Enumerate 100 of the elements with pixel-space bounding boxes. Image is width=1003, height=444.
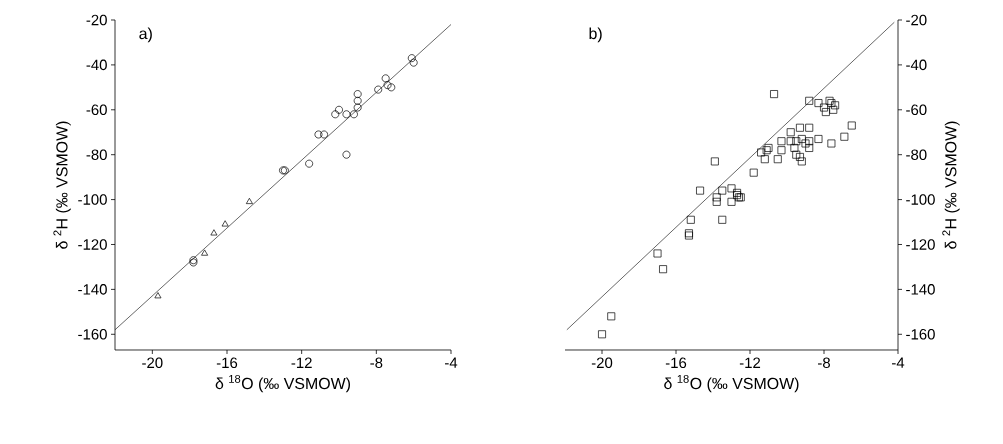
x-tick-label: -8 (818, 357, 830, 369)
x-tick-label: -4 (445, 357, 458, 368)
x-tick-label: -20 (591, 357, 613, 369)
point (814, 135, 823, 143)
point (757, 148, 766, 157)
y-tick-label: -160 (78, 328, 107, 340)
point (805, 123, 814, 132)
point (770, 90, 778, 99)
y2-tick-label: -40 (906, 59, 927, 71)
x-axis-title: δ $^{18}$O (‰ VSMOW) (664, 374, 799, 393)
point (805, 144, 814, 152)
point (314, 130, 323, 139)
chart-title: a) (139, 27, 152, 43)
y-tick-label: -120 (78, 239, 107, 250)
point (210, 229, 218, 236)
point (829, 105, 838, 114)
point (805, 96, 814, 105)
point (607, 312, 616, 321)
point (383, 81, 392, 90)
x-tick-label: -16 (665, 357, 687, 369)
y2-tick-label: -100 (906, 194, 935, 205)
point (342, 110, 351, 119)
point (353, 90, 362, 99)
point (814, 99, 823, 107)
point (792, 137, 801, 146)
point (407, 54, 416, 63)
point (696, 186, 704, 195)
y2-tick-label: -160 (906, 328, 935, 340)
y-tick-label: -140 (78, 284, 107, 295)
point (154, 292, 162, 299)
point (796, 123, 804, 132)
point (777, 137, 786, 146)
y-tick-label: -40 (86, 59, 107, 71)
y-tick-label: -20 (86, 14, 107, 26)
point (827, 99, 836, 107)
y-tick-label: -60 (86, 104, 107, 116)
point (331, 110, 340, 119)
point (353, 103, 362, 112)
point (805, 137, 814, 146)
point (820, 103, 828, 112)
point (712, 193, 721, 202)
point (201, 249, 209, 256)
point (718, 186, 727, 195)
point (797, 135, 806, 143)
y-tick-label: -100 (78, 194, 107, 205)
point (847, 121, 856, 130)
point (792, 150, 801, 159)
point (827, 139, 836, 148)
point (786, 128, 795, 137)
x-tick-label: -16 (216, 357, 238, 369)
y2-tick-label: -80 (906, 149, 927, 160)
point (727, 184, 736, 193)
point (350, 110, 358, 119)
y-axis-title: δ $^{2}$H (‰ VSMOW) (53, 121, 71, 249)
point (733, 188, 741, 197)
x-tick-label: -12 (291, 357, 312, 368)
x-tick-label: -8 (370, 357, 383, 369)
point (777, 146, 786, 155)
point (305, 159, 314, 168)
point (825, 96, 834, 105)
point (797, 157, 806, 166)
point (335, 105, 343, 114)
point (598, 330, 606, 339)
point (786, 137, 795, 146)
point (659, 265, 667, 274)
point (762, 146, 771, 155)
point (773, 155, 782, 164)
point (653, 249, 662, 258)
point (353, 96, 362, 105)
point (790, 144, 799, 152)
y2-tick-label: -60 (906, 104, 927, 116)
y2-axis-title: δ $^{2}$H (‰ VSMOW) (942, 121, 960, 249)
point (760, 155, 769, 164)
point (387, 83, 396, 92)
point (727, 197, 736, 206)
point (840, 132, 849, 141)
point (342, 150, 351, 159)
point (801, 139, 810, 148)
point (381, 74, 390, 83)
point (821, 108, 830, 116)
point (374, 85, 383, 94)
x-tick-label: -12 (739, 357, 761, 368)
point (320, 130, 329, 139)
point (718, 215, 727, 224)
point (221, 220, 229, 227)
point (409, 58, 418, 67)
point (686, 215, 695, 224)
y2-tick-label: -20 (906, 14, 927, 26)
y2-tick-label: -140 (906, 284, 935, 295)
x-tick-label: -20 (142, 357, 163, 369)
point (831, 101, 840, 110)
y2-tick-label: -120 (906, 239, 935, 250)
y-tick-label: -80 (86, 149, 107, 160)
chart-title: b) (589, 27, 602, 43)
point (710, 157, 719, 166)
x-axis-title: δ $^{18}$O (‰ VSMOW) (215, 374, 351, 393)
point (764, 144, 773, 152)
point (712, 197, 721, 206)
point (245, 197, 253, 204)
x-tick-label: -4 (892, 357, 905, 368)
